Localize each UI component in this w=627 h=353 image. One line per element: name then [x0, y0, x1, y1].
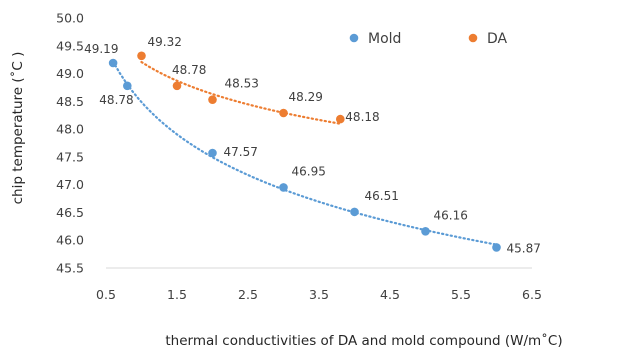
trendlines	[112, 60, 498, 246]
y-tick-labels: 45.5 46.0 46.5 47.0 47.5 48.0 48.5 49.0 49.5 50.0	[56, 11, 84, 276]
point-mold	[108, 58, 118, 68]
y-tick-label: 46.5	[56, 205, 84, 220]
data-label-mold: 46.16	[434, 208, 468, 222]
point-da	[137, 51, 146, 61]
point-da	[279, 108, 288, 118]
point-mold	[350, 207, 359, 217]
y-tick-label: 47.0	[56, 177, 84, 192]
y-tick-label: 48.0	[56, 122, 84, 137]
x-tick-label: 0.5	[96, 287, 116, 302]
legend: Mold DA	[349, 31, 508, 47]
data-label-da: 48.29	[289, 90, 323, 104]
data-label-mold: 46.51	[365, 189, 399, 203]
y-tick-label: 45.5	[56, 261, 84, 276]
y-axis-label: chip temperature (˚C )	[9, 52, 26, 205]
point-mold	[492, 243, 501, 252]
data-label-mold: 47.57	[224, 145, 258, 159]
data-points	[108, 51, 501, 252]
point-mold	[123, 81, 132, 91]
legend-marker-da	[468, 33, 478, 43]
y-tick-label: 47.5	[56, 149, 84, 164]
data-label-mold: 49.19	[84, 42, 118, 56]
point-mold	[421, 227, 430, 236]
legend-marker-mold	[349, 33, 359, 43]
data-label-da: 48.18	[345, 110, 379, 124]
point-da	[336, 114, 345, 124]
x-tick-label: 6.5	[522, 287, 542, 302]
x-tick-label: 4.5	[380, 287, 400, 302]
point-mold	[279, 183, 288, 192]
x-tick-label: 3.5	[309, 287, 329, 302]
data-label-da: 48.78	[172, 63, 206, 77]
trendline-da	[140, 60, 342, 125]
legend-label-da: DA	[487, 31, 508, 47]
data-label-mold: 46.95	[292, 164, 326, 178]
point-mold	[208, 148, 217, 158]
point-da	[172, 81, 182, 91]
x-tick-label: 1.5	[167, 287, 187, 302]
x-tick-label: 2.5	[238, 287, 258, 302]
data-label-mold: 45.87	[507, 241, 541, 255]
y-tick-label: 49.5	[56, 38, 84, 53]
data-label-mold: 48.78	[99, 93, 133, 107]
x-tick-label: 5.5	[451, 287, 471, 302]
y-tick-label: 50.0	[56, 11, 84, 26]
data-labels: 49.19 48.78 47.57 46.95 46.51 46.16 45.87 49.32…	[84, 35, 541, 256]
y-tick-label: 49.0	[56, 66, 84, 81]
data-label-da: 48.53	[225, 77, 259, 91]
x-axis-label: thermal conductivities of DA and mold co…	[165, 332, 562, 349]
y-tick-label: 48.5	[56, 94, 84, 109]
legend-label-mold: Mold	[368, 31, 401, 47]
y-tick-label: 46.0	[56, 233, 84, 248]
trendline-mold	[112, 60, 498, 246]
point-da	[208, 95, 217, 104]
x-tick-labels: 0.5 1.5 2.5 3.5 4.5 5.5 6.5	[96, 287, 542, 302]
data-label-da: 49.32	[148, 35, 182, 49]
